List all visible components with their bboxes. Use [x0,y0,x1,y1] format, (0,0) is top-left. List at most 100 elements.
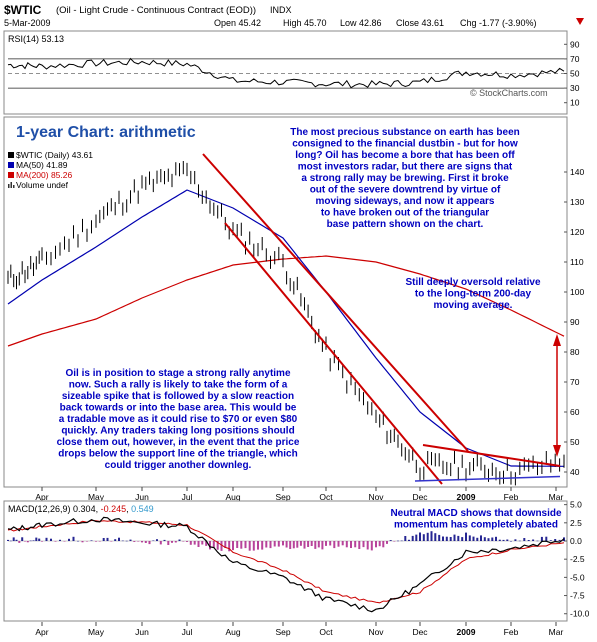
triangle-support-line [414,475,561,482]
triangle-pattern [414,444,561,482]
rsi-label: RSI(14) 53.13 [8,34,64,44]
macd-histogram-bar [15,539,18,541]
macd-histogram-bar [487,538,490,541]
macd-histogram-bar [498,539,501,541]
macd-histogram-bar [273,541,276,547]
macd-histogram-bar [24,541,26,542]
annotation-line: The most precious substance on earth has… [290,127,520,138]
price-tick-label: 130 [570,197,584,207]
macd-histogram-bar [333,541,336,549]
macd-histogram-bar [545,536,548,541]
header-exchange: INDX [270,5,292,15]
macd-histogram-bar [299,541,302,546]
month-label: 2009 [457,627,476,637]
macd-histogram-bar [236,541,239,548]
macd-histogram-bar [9,540,12,542]
macd-histogram-bar [26,541,29,543]
month-label: Apr [35,627,48,637]
macd-histogram-bar [106,537,109,541]
macd-histogram-bar [317,541,320,548]
macd-histogram-bar [178,539,181,541]
price-tick-label: 90 [570,317,580,327]
downtrend-channel [202,153,469,485]
macd-histogram-bar [358,541,361,549]
macd-histogram-bar [483,537,486,541]
macd-histogram-bar [277,541,280,547]
macd-tick-label: -2.5 [570,554,585,564]
header-open: Open 45.42 [214,18,261,28]
rsi-plot [7,57,565,89]
annotation-line: close them out, however, in the event th… [57,437,300,448]
annotation-line: Neutral MACD shows that downside [390,508,562,519]
month-label: 2009 [457,492,476,502]
macd-histogram-bar [209,541,211,550]
macd-histogram-bar [354,541,357,548]
month-label: Dec [412,492,428,502]
macd-histogram-bar [386,541,388,544]
macd-histogram-bar [523,538,526,541]
macd-histogram-bar [98,541,101,542]
macd-histogram-bar [77,540,79,542]
macd-histogram-bar [50,538,52,541]
header-high: High 45.70 [283,18,327,28]
legend-marker-ma50 [8,162,14,168]
legend-ma50: MA(50) 41.89 [16,160,68,170]
macd-label: MACD(12,26,9) 0.304, -0.245, 0.549 [8,504,154,514]
macd-histogram-bar [411,535,414,541]
macd-histogram-bar [491,537,494,541]
price-tick-label: 70 [570,377,580,387]
macd-histogram-bar [216,541,219,550]
macd-tick-label: -10.0 [570,609,590,619]
macd-histogram-bar [156,539,158,541]
oversold-arrow [553,334,561,457]
annotation-line: consigned to the financial dustbin - but… [292,139,518,150]
macd-histogram-bar [102,538,105,541]
macd-value-2: -0.245 [101,504,127,514]
macd-histogram-bar [141,541,143,543]
month-axis-top: Apr May Jun Jul Aug Sep Oct Nov Dec 2009 Feb Mar [35,487,563,502]
month-label: Jul [182,627,193,637]
rsi-line [7,57,565,89]
annotation-line: a strong rally may be brewing. First it … [301,173,509,184]
macd-histogram-bar [41,541,43,542]
month-label: Feb [504,492,519,502]
down-arrow-icon [576,18,584,25]
macd-histogram-bar [292,541,295,549]
macd-histogram-bar [480,535,482,541]
macd-histogram-bar [171,541,173,543]
macd-histogram-bar [193,541,196,545]
macd-histogram-bar [110,541,113,542]
price-bars [7,161,565,486]
annotation-line: to have broken out of the triangular [321,208,489,219]
legend-volume: Volume undef [16,180,69,190]
annotation-line: could trigger another downleg. [105,460,252,471]
macd-histogram-bar [389,540,392,541]
macd-histogram-bar [442,536,444,541]
arrow-down-icon [553,445,561,457]
macd-histogram-bar [329,541,332,546]
macd-histogram-bar [45,537,48,541]
legend-marker-ma200 [8,172,14,178]
macd-histogram-bar [502,539,505,541]
rsi-panel [3,30,568,115]
macd-histogram-bar [114,539,117,541]
macd-histogram-bar [554,539,557,541]
macd-histogram-bar [495,536,497,541]
price-tick-label: 140 [570,167,584,177]
macd-histogram-bar [125,540,128,542]
macd-histogram-bar [257,541,259,550]
price-tick-label: 110 [570,257,584,267]
channel-upper-line [202,153,469,452]
macd-histogram-bar [167,541,170,545]
macd-histogram-bar [118,537,120,541]
macd-plot [7,516,565,613]
price-legend: $WTIC (Daily) 43.61 MA(50) 41.89 MA(200)… [8,150,93,190]
macd-histogram-bar [558,539,561,541]
month-label: Jul [182,492,193,502]
macd-histogram-bar [197,541,200,547]
macd-histogram-bar [382,541,385,548]
macd-histogram-bar [337,541,340,547]
